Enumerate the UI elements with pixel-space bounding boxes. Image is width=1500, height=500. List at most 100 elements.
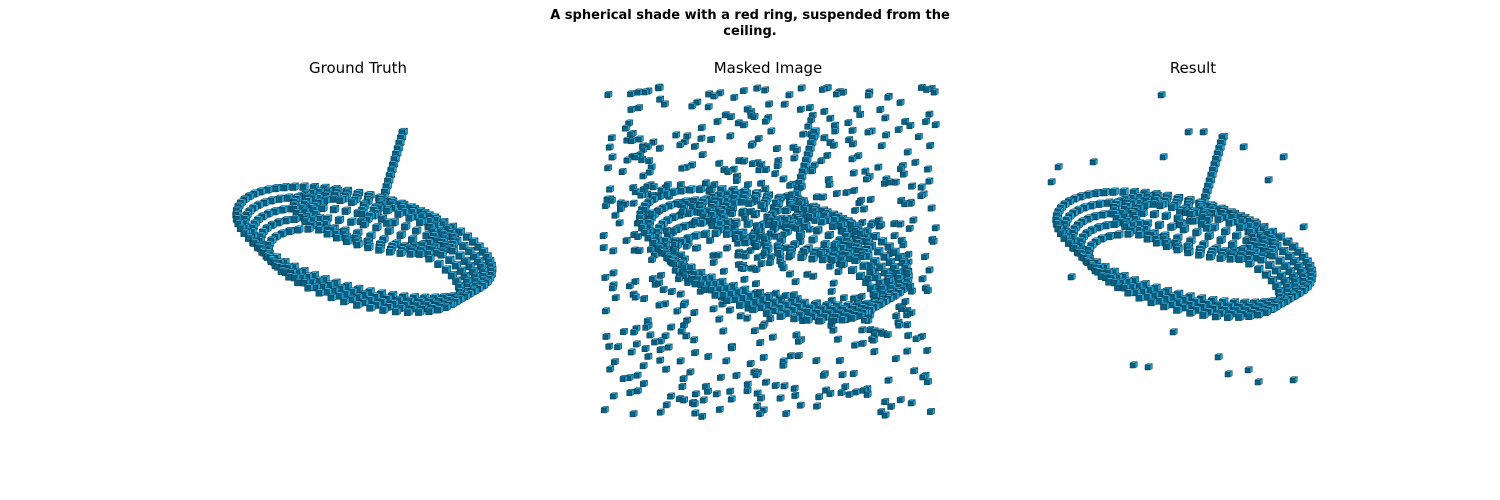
voxel: [448, 246, 459, 255]
voxel: [843, 119, 853, 127]
voxel: [679, 396, 689, 404]
voxel: [676, 180, 686, 189]
voxel: [395, 230, 407, 240]
voxel: [1279, 153, 1289, 161]
voxel: [825, 389, 835, 398]
voxel: [1161, 211, 1172, 221]
voxel: [912, 335, 922, 343]
voxel: [855, 110, 865, 119]
voxel: [405, 249, 417, 258]
voxel: [690, 348, 700, 357]
voxel: [626, 105, 636, 114]
voxel: [916, 191, 926, 200]
voxel: [385, 247, 396, 256]
voxel: [742, 314, 752, 322]
voxel: [931, 224, 941, 232]
voxel: [615, 219, 625, 227]
voxel: [690, 409, 700, 417]
voxel: [790, 391, 800, 400]
voxel: [883, 93, 893, 101]
voxel: [670, 246, 680, 254]
voxel: [341, 206, 352, 216]
voxel: [666, 323, 676, 331]
voxel: [727, 344, 737, 352]
voxel: [640, 88, 650, 96]
voxel: [858, 339, 868, 347]
voxel: [1149, 209, 1160, 219]
voxel: [880, 114, 890, 122]
voxel: [667, 287, 677, 296]
voxel: [891, 178, 901, 186]
voxel: [1234, 312, 1245, 322]
voxel: [740, 214, 750, 222]
voxel: [785, 270, 795, 278]
voxel: [712, 390, 722, 398]
voxel: [785, 181, 795, 189]
voxel: [634, 104, 644, 112]
voxel: [378, 305, 390, 314]
voxel: [603, 90, 613, 99]
voxel: [771, 198, 781, 206]
voxel: [1108, 187, 1120, 196]
voxel: [869, 347, 879, 356]
voxel-panel-masked-image: [599, 83, 941, 420]
voxel: [849, 369, 859, 378]
voxel: [782, 215, 792, 223]
voxel: [290, 214, 301, 224]
voxel: [1205, 252, 1216, 261]
voxel: [903, 250, 913, 258]
voxel: [807, 254, 819, 263]
voxel: [1278, 246, 1290, 256]
voxel: [1152, 238, 1163, 247]
voxel: [650, 338, 660, 346]
voxel: [829, 240, 839, 249]
voxel: [695, 184, 706, 194]
voxel: [233, 218, 245, 228]
voxel: [797, 183, 807, 191]
voxel: [738, 207, 748, 215]
voxel: [921, 117, 931, 126]
voxel: [691, 244, 701, 252]
voxel: [755, 410, 765, 418]
voxel: [778, 175, 788, 183]
voxel: [883, 331, 893, 339]
voxel: [929, 237, 939, 245]
voxel: [664, 343, 674, 351]
voxel: [925, 141, 935, 150]
voxel: [856, 229, 866, 237]
voxel: [789, 154, 799, 162]
voxel: [786, 352, 796, 360]
voxel: [647, 209, 657, 217]
voxel: [279, 182, 291, 192]
voxel: [679, 301, 689, 309]
voxel: [407, 235, 418, 244]
voxel: [1253, 310, 1265, 319]
voxel: [849, 169, 859, 177]
voxel: [772, 144, 782, 153]
voxel: [444, 255, 456, 265]
voxel: [681, 332, 691, 340]
voxel: [298, 182, 310, 191]
voxel: [818, 254, 829, 264]
voxel: [454, 251, 466, 260]
voxel: [603, 164, 613, 172]
voxel: [930, 88, 940, 96]
voxel: [1223, 312, 1234, 322]
voxel: [1089, 158, 1099, 166]
voxel: [860, 167, 870, 175]
voxel: [841, 188, 851, 197]
voxel: [611, 294, 621, 302]
voxel: [661, 365, 671, 373]
voxel: [659, 285, 669, 294]
voxel: [895, 98, 906, 106]
voxel: [857, 253, 867, 261]
voxel: [748, 159, 758, 168]
voxel: [1188, 216, 1200, 225]
voxel: [847, 265, 858, 275]
voxel: [837, 315, 849, 324]
voxel: [415, 249, 426, 259]
voxel: [756, 394, 766, 402]
voxel: [1198, 310, 1210, 319]
voxel: [662, 215, 674, 225]
voxel: [909, 367, 919, 375]
